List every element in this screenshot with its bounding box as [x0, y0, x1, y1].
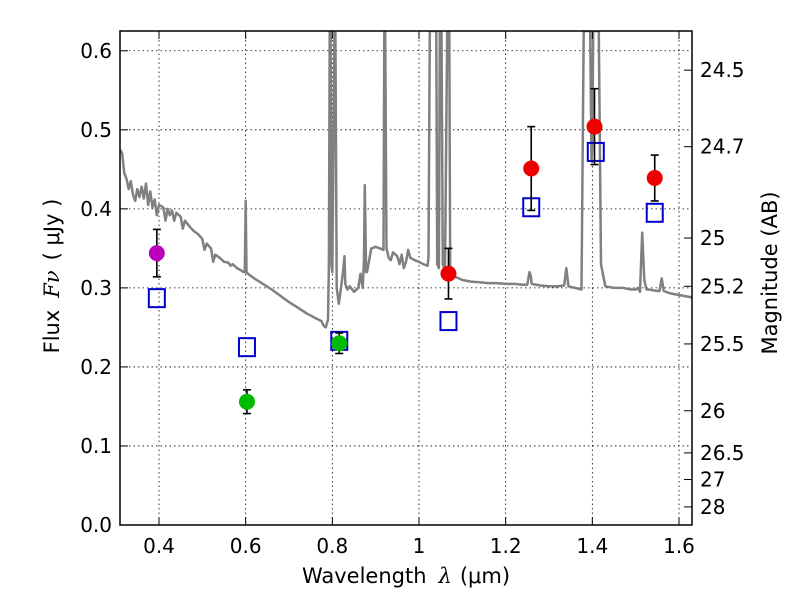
- x-tick-label: 0.8: [316, 534, 348, 558]
- x-tick-label: 1: [413, 534, 426, 558]
- observed-red-point: [523, 160, 540, 177]
- x-tick-label: 1.6: [663, 534, 695, 558]
- observed-magenta-point: [148, 245, 165, 262]
- x-tick-label: 1.4: [576, 534, 608, 558]
- y-axis-right-title: Magnitude (AB): [758, 191, 782, 354]
- mag-tick-label: 24.7: [700, 135, 745, 159]
- observed-green-point: [238, 393, 255, 410]
- observed-red-point: [586, 118, 603, 135]
- y-tick-label: 0.6: [80, 39, 112, 63]
- mag-tick-label: 25: [700, 226, 725, 250]
- y-tick-label: 0.0: [80, 513, 112, 537]
- grid-layer: [120, 31, 692, 526]
- y-tick-label: 0.3: [80, 276, 112, 300]
- mag-tick-label: 25.2: [700, 274, 745, 298]
- x-tick-label: 0.6: [230, 534, 262, 558]
- observed-red-point: [440, 265, 457, 282]
- data-points-layer: [147, 87, 664, 415]
- model-spectrum-line: [120, 31, 692, 329]
- synthetic-square-marker: [586, 141, 605, 162]
- observed-red-point: [646, 170, 663, 187]
- y-axis-title: FluxFν( μJy ): [40, 199, 64, 354]
- mag-tick-label: 26.5: [700, 441, 745, 465]
- synthetic-square-marker: [645, 202, 664, 223]
- x-tick-label: 1.2: [490, 534, 522, 558]
- synthetic-square-marker: [439, 311, 458, 332]
- ticks-layer: 0.4 0.6 0.8 1 1.2 1.4 1.6 0.0 0.1 0.2 0.3 0.4 0.5 0.6…: [80, 31, 745, 558]
- y-tick-label: 0.4: [80, 197, 112, 221]
- y-tick-label: 0.1: [80, 434, 112, 458]
- mag-tick-label: 25.5: [700, 332, 745, 356]
- x-tick-label: 0.4: [143, 534, 175, 558]
- y-tick-label: 0.5: [80, 118, 112, 142]
- model-spectrum-layer: [120, 31, 692, 329]
- synthetic-square-marker: [237, 337, 256, 358]
- synthetic-square-marker: [147, 288, 166, 309]
- observed-green-point: [331, 335, 348, 352]
- y-tick-label: 0.2: [80, 355, 112, 379]
- mag-tick-label: 26: [700, 399, 725, 423]
- mag-tick-label: 24.5: [700, 58, 745, 82]
- mag-tick-label: 28: [700, 495, 725, 519]
- mag-tick-label: 27: [700, 468, 725, 492]
- x-axis-title: Wavelength λ (μm): [302, 564, 510, 588]
- plot-frame: [119, 30, 693, 526]
